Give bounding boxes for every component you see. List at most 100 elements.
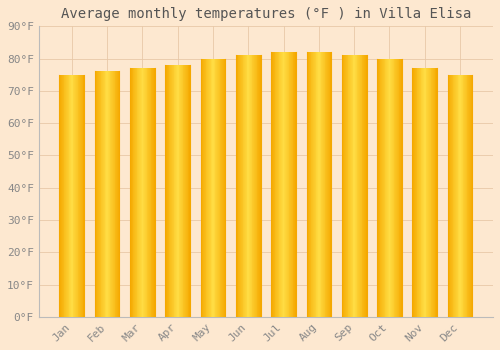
Bar [308,52,309,317]
Bar [108,71,110,317]
Bar [68,75,70,317]
Bar [220,58,221,317]
Bar [284,52,285,317]
Bar [462,75,464,317]
Bar [274,52,276,317]
Bar [181,65,182,317]
Bar [288,52,290,317]
Bar [70,75,71,317]
Bar [131,68,132,317]
Bar [75,75,76,317]
Bar [320,52,322,317]
Bar [258,55,259,317]
Bar [140,68,141,317]
Bar [256,55,258,317]
Bar [60,75,61,317]
Bar [241,55,242,317]
Bar [185,65,186,317]
Bar [154,68,155,317]
Bar [138,68,139,317]
Bar [381,58,382,317]
Bar [419,68,420,317]
Bar [326,52,327,317]
Bar [415,68,416,317]
Bar [466,75,468,317]
Bar [461,75,462,317]
Bar [450,75,451,317]
Bar [388,58,390,317]
Bar [470,75,471,317]
Bar [313,52,314,317]
Bar [167,65,168,317]
Bar [182,65,184,317]
Bar [176,65,177,317]
Bar [324,52,326,317]
Bar [96,71,97,317]
Bar [62,75,64,317]
Bar [414,68,415,317]
Bar [457,75,458,317]
Bar [348,55,349,317]
Bar [434,68,436,317]
Bar [224,58,226,317]
Bar [291,52,292,317]
Bar [352,55,354,317]
Bar [468,75,469,317]
Title: Average monthly temperatures (°F ) in Villa Elisa: Average monthly temperatures (°F ) in Vi… [60,7,471,21]
Bar [425,68,426,317]
Bar [207,58,208,317]
Bar [271,52,272,317]
Bar [64,75,65,317]
Bar [424,68,425,317]
Bar [166,65,167,317]
Bar [346,55,347,317]
Bar [221,58,222,317]
Bar [103,71,104,317]
Bar [172,65,173,317]
Bar [452,75,454,317]
Bar [171,65,172,317]
Bar [383,58,384,317]
Bar [433,68,434,317]
Bar [287,52,288,317]
Bar [141,68,142,317]
Bar [239,55,240,317]
Bar [144,68,145,317]
Bar [102,71,103,317]
Bar [377,58,378,317]
Bar [360,55,361,317]
Bar [354,55,355,317]
Bar [281,52,282,317]
Bar [349,55,350,317]
Bar [249,55,250,317]
Bar [471,75,472,317]
Bar [74,75,75,317]
Bar [329,52,330,317]
Bar [259,55,260,317]
Bar [214,58,216,317]
Bar [72,75,74,317]
Bar [212,58,213,317]
Bar [436,68,437,317]
Bar [430,68,432,317]
Bar [314,52,315,317]
Bar [153,68,154,317]
Bar [423,68,424,317]
Bar [135,68,136,317]
Bar [98,71,99,317]
Bar [81,75,82,317]
Bar [458,75,459,317]
Bar [255,55,256,317]
Bar [459,75,460,317]
Bar [78,75,79,317]
Bar [66,75,67,317]
Bar [71,75,72,317]
Bar [251,55,252,317]
Bar [351,55,352,317]
Bar [391,58,392,317]
Bar [315,52,316,317]
Bar [206,58,207,317]
Bar [79,75,80,317]
Bar [395,58,396,317]
Bar [396,58,397,317]
